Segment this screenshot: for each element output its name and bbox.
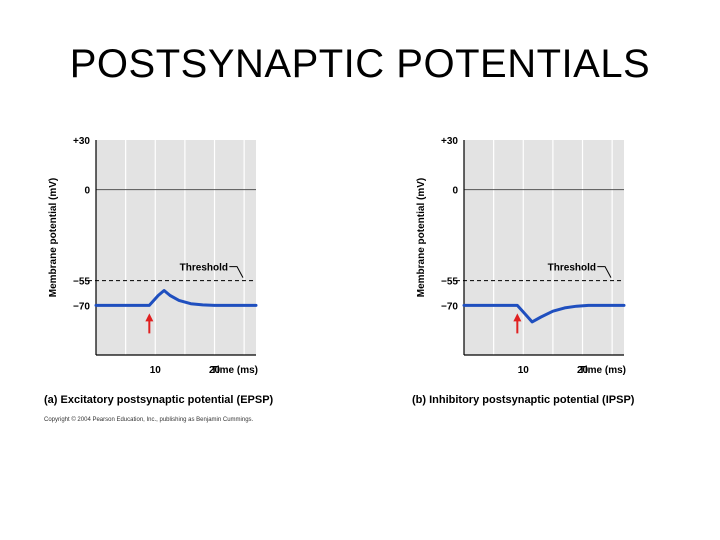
epsp-threshold-callout [229, 266, 244, 278]
epsp-x-tick-label: 10 [150, 365, 162, 376]
epsp-x-tick-label: 20 [209, 365, 221, 376]
ipsp-y-tick-label: −55 [441, 277, 458, 288]
epsp-caption: (a) Excitatory postsynaptic potential (E… [44, 394, 274, 406]
ipsp-threshold-callout [597, 266, 612, 278]
slide-title: POSTSYNAPTIC POTENTIALS [69, 42, 651, 86]
epsp-potential-trace [94, 289, 258, 307]
ipsp-caption: (b) Inhibitory postsynaptic potential (I… [412, 394, 635, 406]
epsp-y-tick-label: +30 [73, 136, 90, 147]
copyright-notice: Copyright © 2004 Pearson Education, Inc.… [44, 417, 254, 423]
epsp-y-axis-label: Membrane potential (mV) [48, 178, 59, 297]
ipsp-x-tick-label: 20 [577, 365, 589, 376]
ipsp-potential-trace [462, 303, 626, 324]
epsp-stimulus-arrow-head [145, 313, 154, 322]
epsp-y-tick-label: −70 [73, 301, 90, 312]
epsp-plot-area [96, 140, 256, 355]
ipsp-x-axis-label: Time (ms) [579, 365, 626, 376]
epsp-y-tick-label: 0 [84, 186, 90, 197]
ipsp-plot-area [464, 140, 624, 355]
epsp-threshold-label: Threshold [180, 263, 228, 274]
ipsp-x-tick-label: 10 [518, 365, 530, 376]
ipsp-y-tick-label: 0 [452, 186, 458, 197]
epsp-x-axis-label: Time (ms) [211, 365, 258, 376]
ipsp-threshold-label: Threshold [548, 263, 596, 274]
epsp-y-tick-label: −55 [73, 277, 90, 288]
ipsp-stimulus-arrow-head [513, 313, 522, 322]
ipsp-y-tick-label: −70 [441, 301, 458, 312]
ipsp-y-axis-label: Membrane potential (mV) [416, 178, 427, 297]
ipsp-y-tick-label: +30 [441, 136, 458, 147]
